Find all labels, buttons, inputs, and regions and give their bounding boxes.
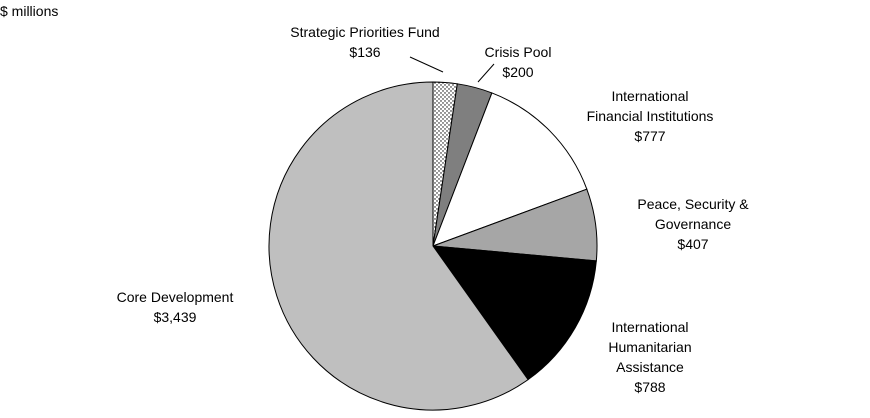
slice-label-line: Core Development xyxy=(117,289,234,305)
slice-label-line: Assistance xyxy=(616,359,684,375)
slice-label-line: $200 xyxy=(502,64,533,80)
slice-label-line: International xyxy=(611,88,688,104)
slice-label-line: Crisis Pool xyxy=(485,44,552,60)
slice-label-international-financial-institutions: International Financial Institutions $777 xyxy=(587,88,714,144)
slice-label-line: Financial Institutions xyxy=(587,108,714,124)
slice-label-line: $407 xyxy=(677,236,708,252)
slice-label-international-humanitarian-assistance: International Humanitarian Assistance $788 xyxy=(608,319,691,395)
pie-slice-core-development xyxy=(268,81,529,411)
pie-slice-international-humanitarian-assistance xyxy=(431,245,597,381)
slice-label-line: $777 xyxy=(634,128,665,144)
slice-label-peace-security-governance: Peace, Security & Governance $407 xyxy=(637,196,749,252)
slice-label-line: Strategic Priorities Fund xyxy=(290,24,439,40)
slice-label-line: $136 xyxy=(349,44,380,60)
pie-slice-international-financial-institutions xyxy=(432,92,588,247)
slice-label-line: $3,439 xyxy=(154,309,197,325)
slice-label-line: Peace, Security & xyxy=(637,196,749,212)
slice-label-line: International xyxy=(611,319,688,335)
leader-line-crisis-pool xyxy=(477,63,495,83)
slice-label-line: Humanitarian xyxy=(608,339,691,355)
slice-label-line: Governance xyxy=(655,216,731,232)
unit-label: $ millions xyxy=(0,3,59,19)
slice-label-crisis-pool: Crisis Pool $200 xyxy=(485,44,552,80)
slice-label-line: $788 xyxy=(634,379,665,395)
leader-line-strategic-priorities-fund xyxy=(409,56,444,73)
slice-label-core-development: Core Development $3,439 xyxy=(117,289,234,325)
slice-label-strategic-priorities-fund: Strategic Priorities Fund $136 xyxy=(290,24,439,60)
